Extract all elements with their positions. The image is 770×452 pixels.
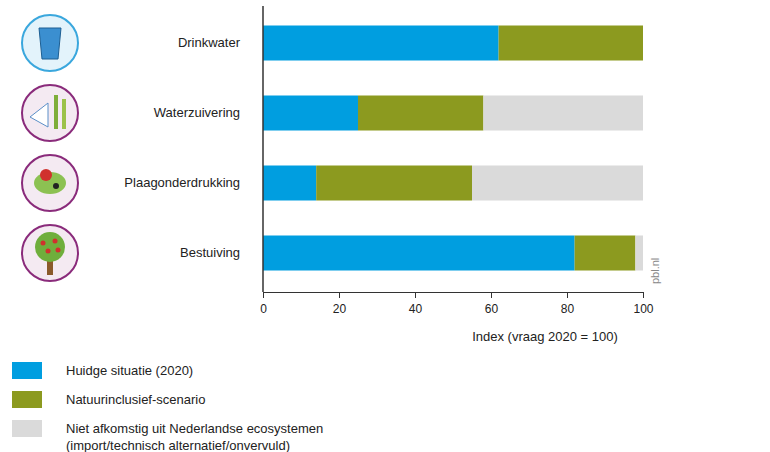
legend-label: Natuurinclusief-scenario: [66, 392, 205, 407]
bar-segment: [263, 166, 316, 201]
x-tick-mark: [339, 292, 340, 298]
icon: [22, 15, 78, 71]
icon-shape: [39, 28, 61, 59]
icon-circle: [22, 155, 78, 211]
bar-segment: [499, 26, 643, 61]
icon-shape: [53, 239, 58, 244]
bar-segment: [263, 236, 575, 271]
y-tick: Plaagonderdrukking: [124, 175, 240, 190]
x-axis-title: Index (vraag 2020 = 100): [472, 329, 618, 344]
bar-segment: [643, 26, 644, 61]
chart: Drinkwater Waterzuivering Plaagonderdrukki…: [0, 0, 770, 452]
bar-segment: [263, 96, 358, 131]
icon-shape: [46, 249, 51, 254]
y-tick: Drinkwater: [178, 35, 241, 50]
icon: [22, 85, 78, 141]
x-tick: 20: [333, 292, 347, 316]
icon: [22, 155, 78, 211]
icon-shape: [62, 99, 66, 129]
bar-segment: [316, 166, 472, 201]
bar-segment: [358, 96, 483, 131]
x-axis-line: [264, 293, 644, 299]
x-tick-label: 80: [561, 302, 575, 316]
category-label: Drinkwater: [178, 35, 241, 50]
category-label: Waterzuivering: [154, 105, 240, 120]
bar-segment: [483, 96, 643, 131]
bar-segment: [575, 236, 636, 271]
y-axis-line: [262, 6, 264, 292]
x-tick: 80: [561, 292, 575, 316]
x-tick: 60: [485, 292, 499, 316]
bar-segment: [472, 166, 643, 201]
legend: Huidge situatie (2020) Natuurinclusief-sc…: [12, 362, 323, 452]
legend-label: Niet afkomstig uit Nederlandse ecosystem…: [66, 421, 323, 452]
bar-segment: [263, 26, 499, 61]
x-tick: 40: [409, 292, 423, 316]
legend-item: Niet afkomstig uit Nederlandse ecosystem…: [12, 420, 323, 452]
icons: [22, 15, 78, 281]
legend-item: Natuurinclusief-scenario: [12, 391, 205, 408]
x-tick-mark: [263, 292, 264, 298]
annotation: pbl.nl: [649, 258, 661, 284]
x-tick-label: 100: [633, 302, 653, 316]
x-tick-mark: [415, 292, 416, 298]
x-axis: 0 20 40 60 80 100: [260, 292, 654, 316]
x-tick-label: 0: [260, 302, 267, 316]
legend-label: Huidge situatie (2020): [66, 363, 193, 378]
x-tick-label: 40: [409, 302, 423, 316]
legend-swatch: [12, 362, 42, 379]
x-tick-mark: [567, 292, 568, 298]
icon-shape: [41, 241, 46, 246]
x-tick-label: 60: [485, 302, 499, 316]
bars: [263, 26, 643, 271]
icon-circle: [22, 15, 78, 71]
icon-shape: [53, 183, 59, 189]
x-tick: 0: [260, 292, 267, 316]
icon-shape: [35, 232, 65, 262]
icon-shape: [40, 169, 52, 181]
category-label: Plaagonderdrukking: [124, 175, 240, 190]
x-tick-mark: [643, 292, 644, 298]
y-tick: Waterzuivering: [154, 105, 240, 120]
x-tick-label: 20: [333, 302, 347, 316]
legend-item: Huidge situatie (2020): [12, 362, 193, 379]
icon-circle: [22, 85, 78, 141]
icon-circle: [22, 225, 78, 281]
icon-shape: [30, 103, 48, 127]
legend-swatch: [12, 391, 42, 408]
x-tick-mark: [491, 292, 492, 298]
x-tick: 100: [633, 292, 653, 316]
y-axis: Drinkwater Waterzuivering Plaagonderdrukki…: [124, 6, 263, 292]
category-label: Bestuiving: [180, 245, 240, 260]
icon-shape: [56, 248, 61, 253]
legend-swatch: [12, 420, 42, 437]
bar-segment: [635, 236, 643, 271]
icon: [22, 225, 78, 281]
y-tick: Bestuiving: [180, 245, 240, 260]
icon-shape: [54, 95, 58, 129]
